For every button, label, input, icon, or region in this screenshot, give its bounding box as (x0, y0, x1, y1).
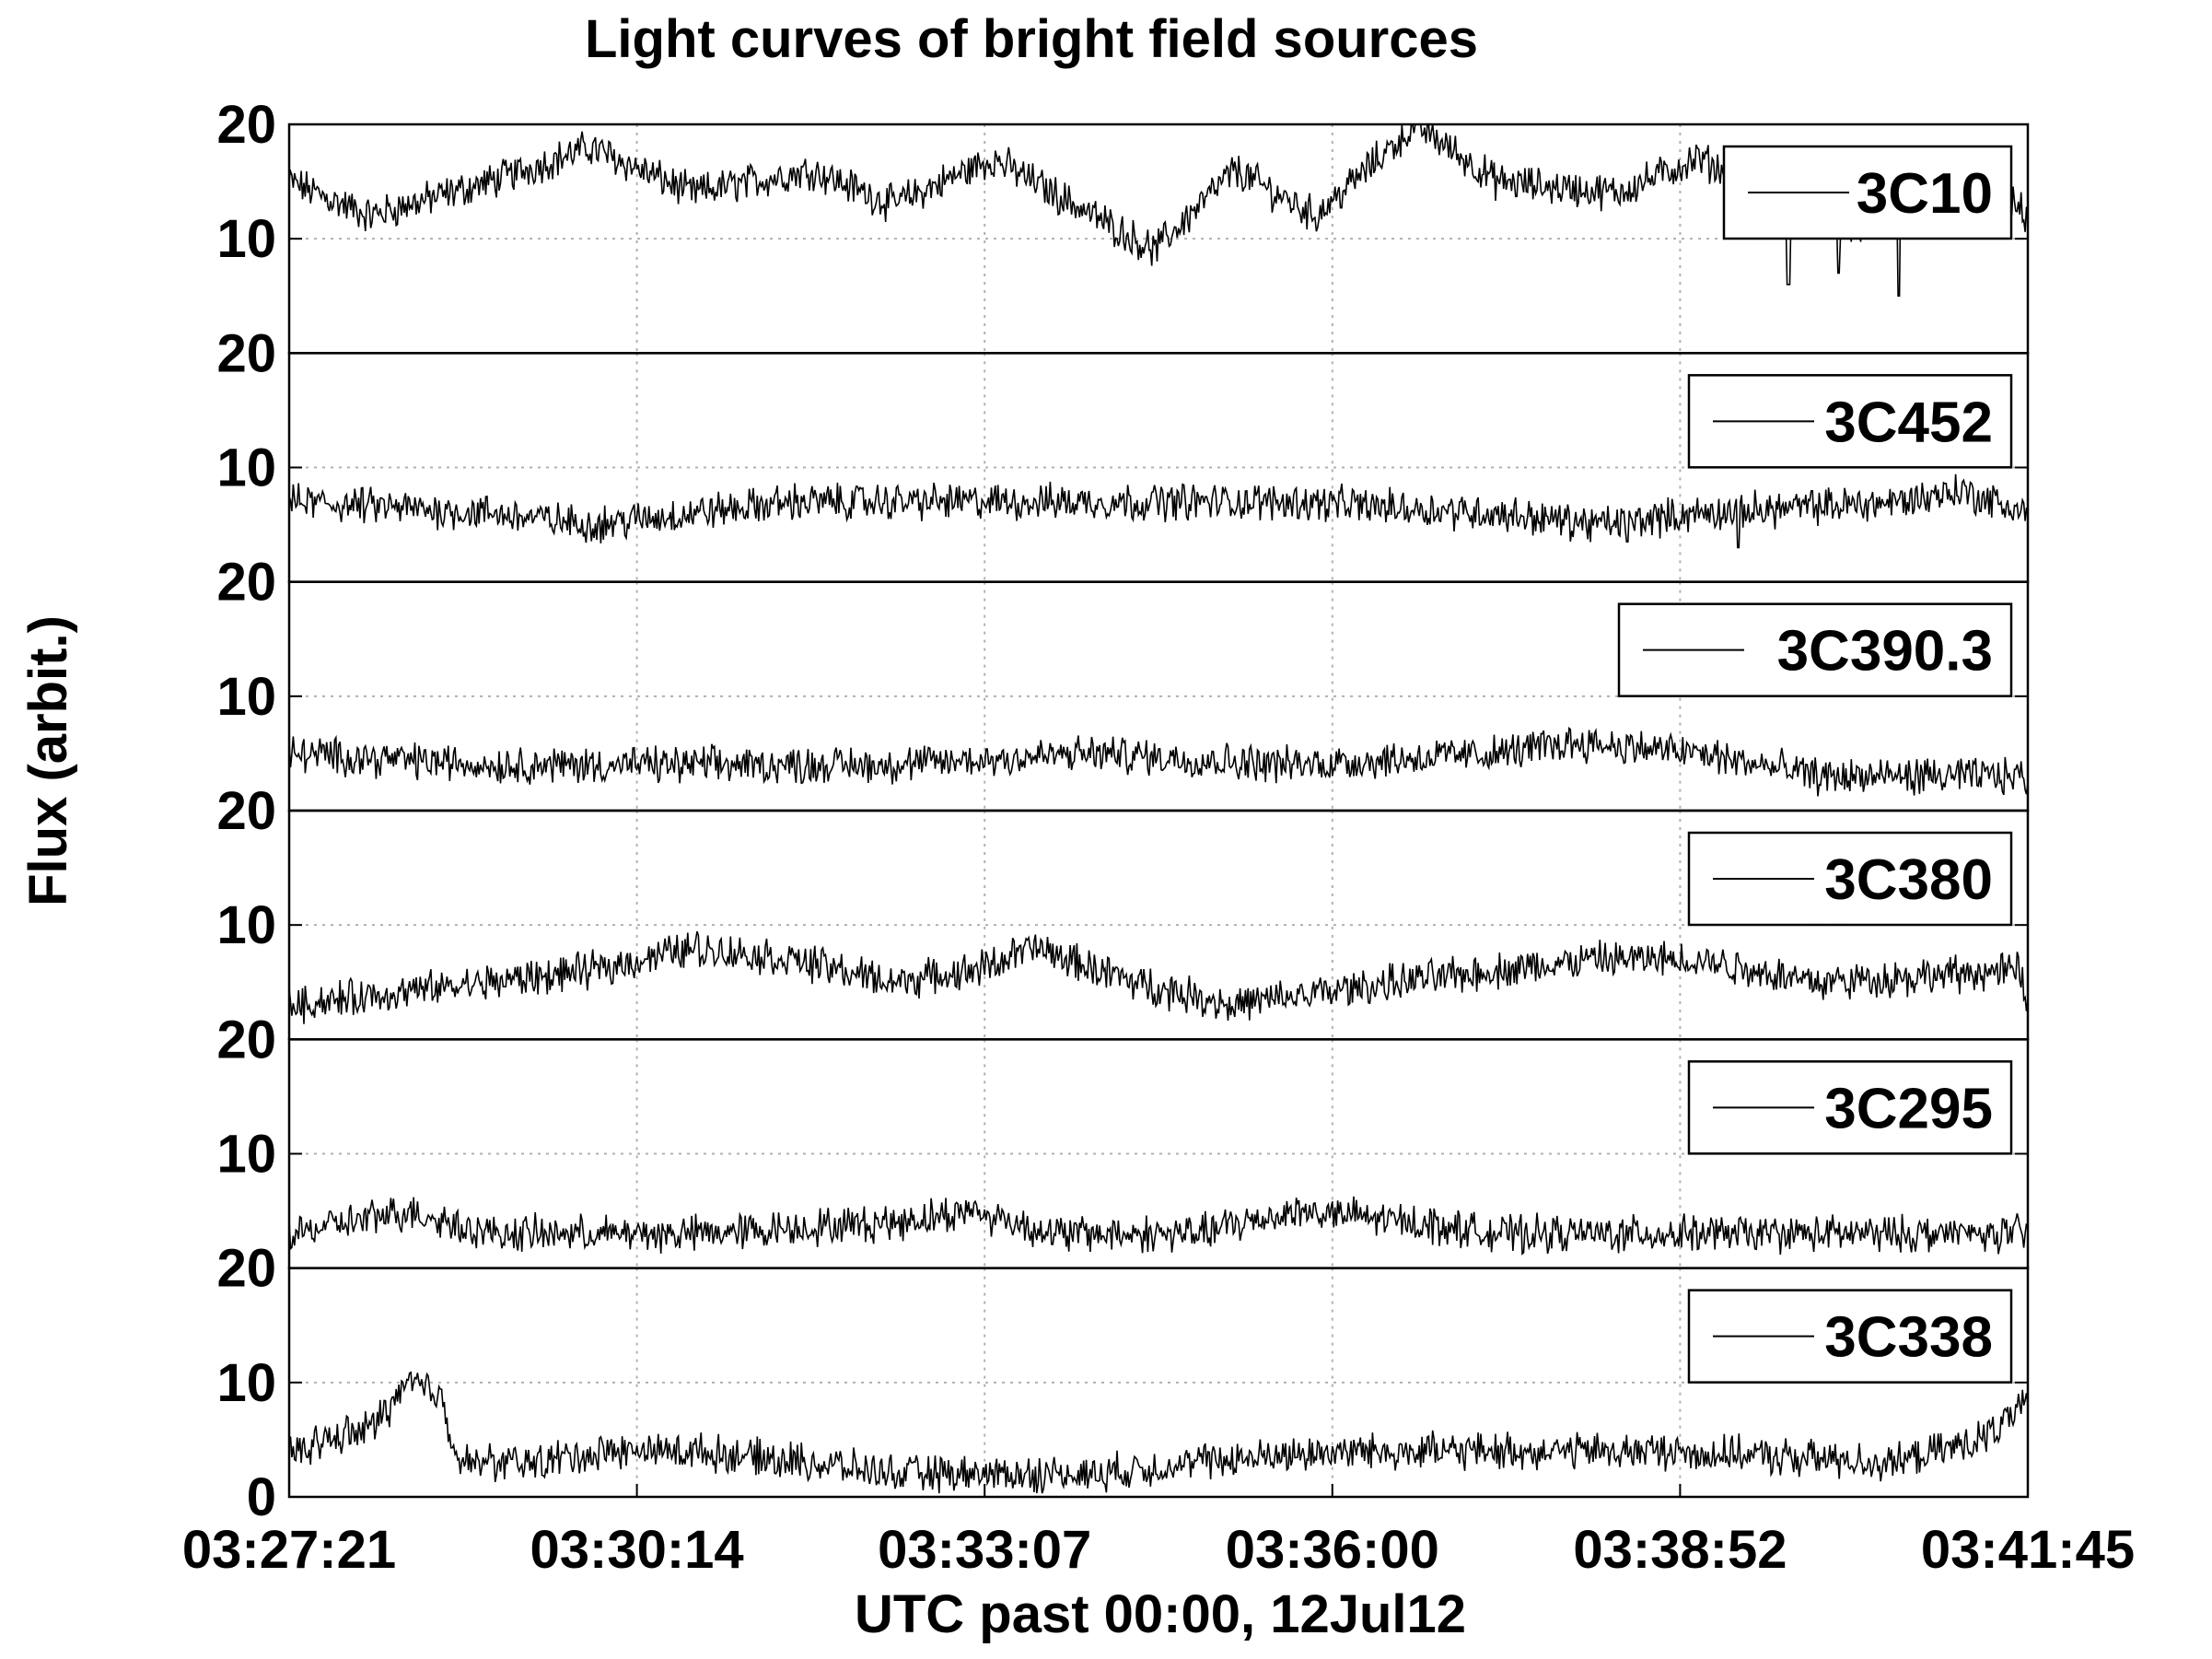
y-tick-label: 20 (216, 95, 276, 155)
chart-title: Light curves of bright field sources (585, 9, 1478, 69)
panel-3C338: 0 10 20 3C338 (216, 1239, 2030, 1527)
series-line-3C295 (288, 1196, 2029, 1256)
legend-box (1687, 1289, 2013, 1384)
series-line-3C390.3 (288, 726, 2029, 797)
panel-3C10: 10 20 3C10 (216, 95, 2030, 355)
panels: 10 20 3C10 10 20 3C452 10 20 3C390.3 10 20 3C380 10 2… (216, 95, 2030, 1527)
legend-label: 3C338 (1824, 1306, 1993, 1370)
series-line-3C380 (288, 930, 2029, 1024)
x-tick-labels: 03:27:21 03:30:14 03:33:07 03:36:00 03:38:52… (182, 1484, 2135, 1580)
panel-3C390.3: 10 20 3C390.3 (216, 553, 2030, 812)
legend-3C338: 3C338 (1687, 1289, 2013, 1384)
y-tick-label: 20 (216, 323, 276, 383)
y-tick-label: 10 (216, 895, 276, 955)
panel-3C380: 10 20 3C380 (216, 781, 2030, 1041)
legend-label: 3C295 (1824, 1077, 1993, 1140)
y-tick-label: 20 (216, 1239, 276, 1299)
y-tick-label: 20 (216, 1010, 276, 1069)
x-tick-label: 03:30:14 (530, 1520, 744, 1580)
x-tick-label: 03:36:00 (1226, 1520, 1439, 1580)
panel-3C295: 10 20 3C295 (216, 1010, 2030, 1269)
legend-3C10: 3C10 (1722, 145, 2013, 240)
y-tick-label: 10 (216, 667, 276, 727)
y-tick-label: 20 (216, 553, 276, 613)
y-tick-label: 0 (247, 1467, 276, 1527)
y-tick-label: 10 (216, 438, 276, 498)
x-tick-label: 03:41:45 (1921, 1520, 2135, 1580)
legend-3C295: 3C295 (1687, 1060, 2013, 1155)
legend-3C390.3: 3C390.3 (1617, 602, 2013, 697)
legend-label: 3C390.3 (1777, 620, 1993, 683)
legend-3C452: 3C452 (1687, 374, 2013, 469)
y-axis-label: Flux (arbit.) (18, 615, 78, 906)
x-tick-label: 03:33:07 (878, 1520, 1091, 1580)
y-tick-label: 10 (216, 1125, 276, 1185)
x-tick-label: 03:38:52 (1573, 1520, 1787, 1580)
series-line-3C338 (288, 1371, 2029, 1494)
y-tick-label: 10 (216, 209, 276, 269)
legend-3C380: 3C380 (1687, 831, 2013, 927)
legend-label: 3C452 (1824, 391, 1993, 454)
legend-label: 3C10 (1857, 162, 1993, 226)
x-tick-label: 03:27:21 (182, 1520, 396, 1580)
legend-label: 3C380 (1824, 848, 1993, 912)
x-axis-label: UTC past 00:00, 12Jul12 (855, 1584, 1466, 1644)
y-tick-label: 10 (216, 1353, 276, 1413)
y-tick-label: 20 (216, 781, 276, 841)
series-line-3C452 (288, 473, 2029, 549)
panel-3C452: 10 20 3C452 (216, 323, 2030, 583)
